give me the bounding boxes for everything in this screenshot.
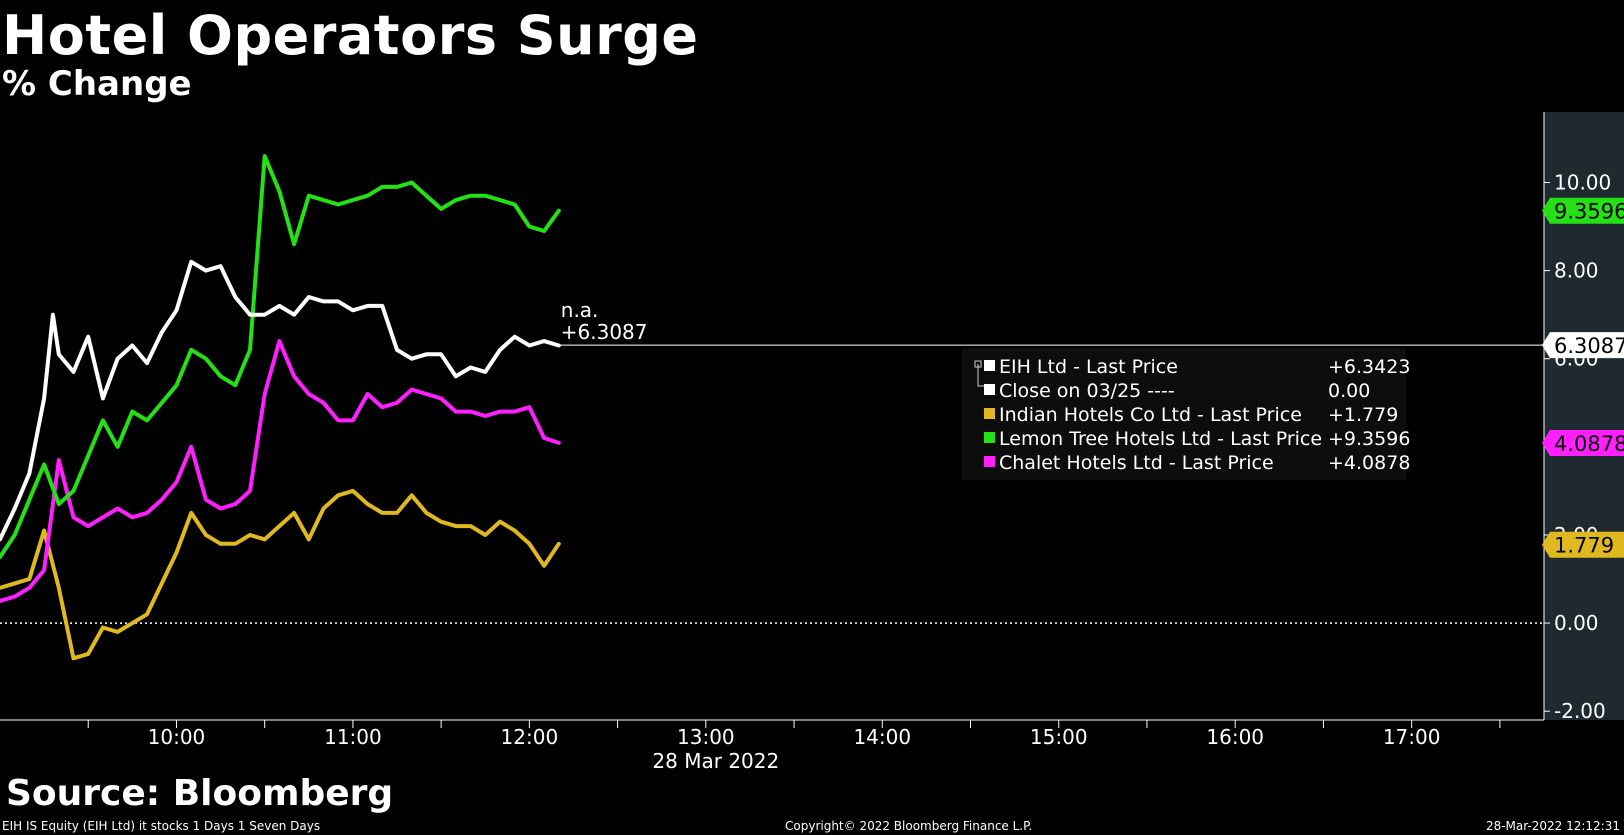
annotation-na: n.a. <box>561 298 599 322</box>
series-line-chalet <box>0 339 561 603</box>
legend-label: EIH Ltd - Last Price <box>999 356 1178 378</box>
annotation-value: +6.3087 <box>561 320 648 344</box>
legend-swatch <box>984 432 995 443</box>
y-tick-label: -2.00 <box>1554 699 1606 723</box>
x-axis-label: 28 Mar 2022 <box>652 749 779 773</box>
legend-value: 0.00 <box>1328 380 1370 402</box>
legend-swatch <box>984 408 995 419</box>
end-label-text: 4.0878 <box>1554 432 1624 456</box>
end-label-box <box>1542 332 1624 359</box>
chart-title: Hotel Operators Surge <box>2 4 699 67</box>
end-label-box <box>1542 531 1624 558</box>
x-tick-label: 11:00 <box>324 725 382 749</box>
y-tick-label: 10.00 <box>1554 170 1611 194</box>
x-tick-label: 17:00 <box>1383 725 1441 749</box>
legend-box <box>962 348 1406 480</box>
end-label-text: 1.779 <box>1554 534 1614 558</box>
legend-value: +4.0878 <box>1328 452 1410 474</box>
footer-timestamp: 28-Mar-2022 12:12:31 <box>1485 819 1620 833</box>
legend-label: Indian Hotels Co Ltd - Last Price <box>999 404 1302 426</box>
end-label-text: 6.3087 <box>1554 334 1624 358</box>
footer-ticker-info: EIH IS Equity (EIH Ltd) it stocks 1 Days… <box>2 819 321 833</box>
x-tick-label: 16:00 <box>1206 725 1264 749</box>
x-tick-label: 14:00 <box>853 725 911 749</box>
legend-value: +6.3423 <box>1328 356 1410 378</box>
source-label: Source: Bloomberg <box>6 773 394 814</box>
end-label-box <box>1542 197 1624 224</box>
x-tick-label: 12:00 <box>501 725 559 749</box>
end-label-box <box>1542 429 1624 456</box>
y-tick-label: 0.00 <box>1554 611 1599 635</box>
series-line-indian-hotels <box>0 488 561 661</box>
footer-copyright: Copyright© 2022 Bloomberg Finance L.P. <box>785 819 1033 833</box>
legend-swatch <box>984 360 995 371</box>
legend-swatch <box>984 384 995 395</box>
x-tick-label: 13:00 <box>677 725 735 749</box>
legend-swatch <box>984 456 995 467</box>
end-label-text: 9.3596 <box>1554 200 1624 224</box>
chart-subtitle: % Change <box>2 64 192 104</box>
x-tick-label: 10:00 <box>148 725 206 749</box>
series-line-eih <box>0 259 561 542</box>
x-tick-label: 15:00 <box>1030 725 1088 749</box>
legend-value: +9.3596 <box>1328 428 1410 450</box>
legend-value: +1.779 <box>1328 404 1398 426</box>
legend-label: Lemon Tree Hotels Ltd - Last Price <box>999 428 1322 450</box>
series-line-lemon-tree <box>0 154 561 559</box>
legend-label: Close on 03/25 ---- <box>999 380 1175 402</box>
legend-label: Chalet Hotels Ltd - Last Price <box>999 452 1274 474</box>
legend-group-marker <box>974 360 984 387</box>
y-tick-label: 8.00 <box>1554 259 1599 283</box>
